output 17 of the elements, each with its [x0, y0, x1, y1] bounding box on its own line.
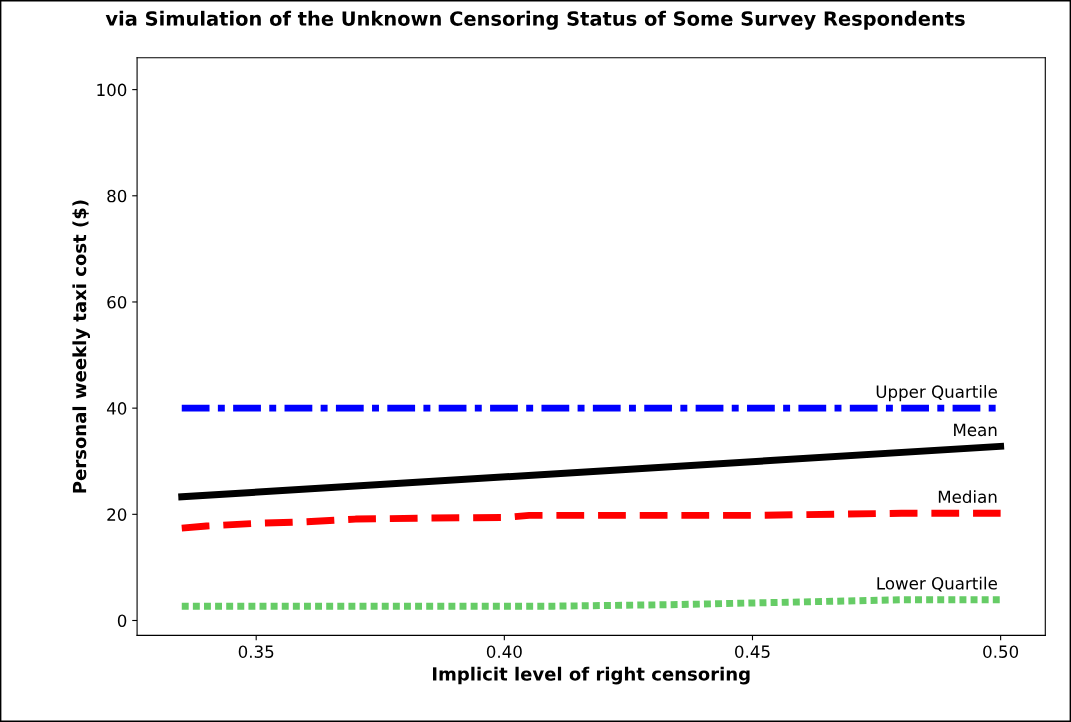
chart-title: via Simulation of the Unknown Censoring Status of Some Survey Respondents	[105, 10, 965, 30]
y-tick-label: 20	[107, 508, 127, 521]
y-tick-label: 40	[106, 402, 127, 415]
series-label: Median	[938, 490, 997, 504]
series-label: Mean	[954, 423, 997, 437]
y-axis-title: Personal weekly taxi cost ($)	[72, 200, 90, 493]
x-tick-label: 0.45	[735, 645, 770, 658]
x-axis-title: Implicit level of right censoring	[432, 666, 750, 685]
x-tick-label: 0.40	[486, 645, 522, 658]
x-tick-label: 0.50	[983, 645, 1019, 658]
y-tick-label: 80	[107, 189, 127, 203]
series-label: Upper Quartile	[876, 385, 997, 402]
y-tick-label: 60	[107, 295, 127, 309]
x-tick-label: 0.35	[238, 645, 274, 658]
y-tick-label: 0	[117, 614, 127, 628]
series-label: Lower Quartile	[877, 576, 997, 592]
y-tick-label: 100	[97, 83, 127, 97]
